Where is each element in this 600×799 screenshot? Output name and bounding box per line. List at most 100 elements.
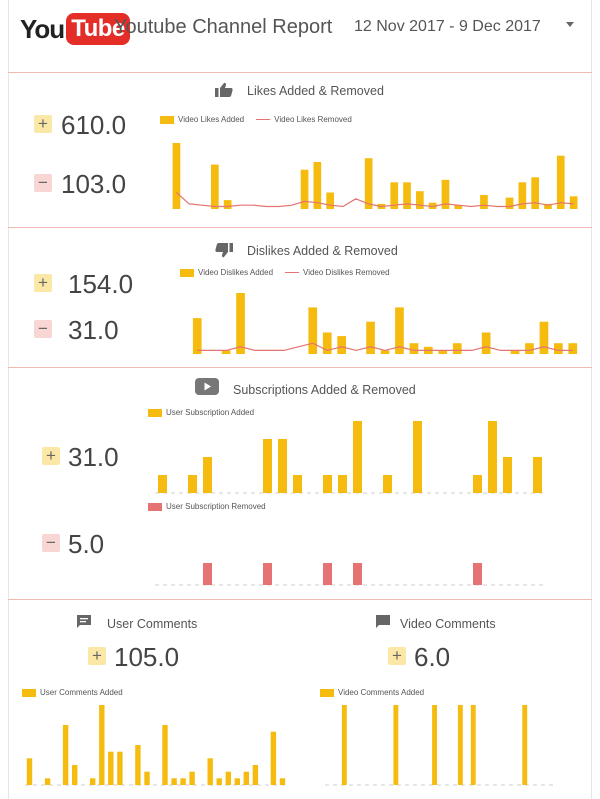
section-divider [8, 367, 592, 368]
report-frame [8, 0, 592, 799]
chevron-down-icon[interactable] [566, 22, 574, 27]
chart-bar [457, 705, 463, 785]
legend-label-removed: Video Dislikes Removed [303, 268, 390, 277]
subscriptions-removed-legend: User Subscription Removed [148, 502, 266, 511]
chart-bar [278, 439, 287, 493]
chart-bar [293, 475, 302, 493]
chart-bar [544, 203, 552, 209]
chart-bar [337, 336, 346, 354]
chart-bar [366, 321, 375, 354]
chart-bar [252, 765, 259, 785]
chart-bar [470, 705, 476, 785]
subscriptions-removed-chart [155, 563, 545, 586]
chart-bar [353, 563, 362, 585]
section-divider [8, 72, 592, 73]
user-comments-title: User Comments [107, 617, 198, 631]
chart-bar [390, 182, 399, 209]
chart-bar [171, 778, 177, 785]
chart-bar [393, 705, 399, 785]
chart-bar [503, 457, 512, 493]
video-comments-chart [325, 705, 557, 786]
chart-bar [172, 143, 181, 209]
dislikes-added-value: 154.0 [68, 269, 134, 299]
chart-bar [225, 771, 231, 785]
plus-badge: + [388, 647, 406, 665]
chart-bar [441, 179, 450, 209]
chart-bar [221, 350, 231, 354]
chart-bar [522, 705, 528, 785]
chart-bar [158, 475, 167, 493]
legend-swatch-added [180, 268, 194, 277]
chart-bar [452, 343, 462, 354]
chart-bar [44, 778, 51, 785]
chart-bar [203, 563, 212, 585]
chart-bar [135, 745, 141, 785]
chart-bar [223, 200, 232, 209]
date-range-selector[interactable]: 12 Nov 2017 - 9 Dec 2017 [354, 18, 541, 35]
chart-bar [188, 475, 197, 493]
legend-swatch-removed [256, 119, 271, 120]
chart-bar [189, 771, 195, 785]
chart-bar [322, 332, 332, 354]
subscriptions-added-chart [155, 421, 545, 494]
chart-bar [279, 778, 286, 785]
chart-bar [539, 321, 549, 354]
legend-swatch-added [22, 688, 36, 697]
subscriptions-added-legend: User Subscription Added [148, 408, 254, 417]
legend-swatch-added [320, 688, 334, 697]
logo-tube-text: Tube [66, 13, 130, 45]
chart-bar [99, 705, 105, 785]
logo-you-text: You [20, 13, 65, 44]
chart-bar [270, 731, 277, 785]
chart-bar [428, 202, 437, 209]
likes-section-title: Likes Added & Removed [247, 84, 384, 98]
section-divider [8, 599, 592, 600]
chart-bar [108, 751, 114, 785]
dislikes-removed-value: 31.0 [68, 315, 119, 345]
legend-swatch-added [160, 115, 174, 124]
chart-bar [481, 332, 491, 354]
chart-bar [364, 158, 373, 209]
chart-bar [323, 475, 332, 493]
plus-badge: + [42, 447, 60, 465]
report-title: Youtube Channel Report [114, 16, 333, 38]
chart-bar [510, 350, 520, 354]
thumbs-up-icon [215, 82, 233, 97]
chart-bar [341, 705, 347, 785]
chart-bar [203, 457, 212, 493]
likes-removed-value: 103.0 [61, 169, 127, 199]
chart-bar [234, 778, 240, 785]
legend-label-removed: User Subscription Removed [166, 502, 266, 511]
chart-bar [243, 771, 249, 785]
chart-bar [144, 771, 150, 785]
chart-bar [207, 758, 213, 785]
user-comments-legend: User Comments Added [22, 688, 123, 697]
chart-bar [162, 725, 168, 785]
chart-bar [416, 191, 424, 209]
dislikes-chart [192, 293, 578, 354]
plus-badge: + [34, 274, 52, 292]
chart-bar [236, 293, 245, 354]
chart-bar [211, 164, 219, 209]
chart-bar [556, 155, 565, 209]
chart-bar [533, 457, 542, 493]
legend-label-added: Video Comments Added [338, 688, 425, 697]
chart-bar [117, 751, 123, 785]
subscriptions-added-value: 31.0 [68, 442, 119, 472]
plus-badge: + [88, 647, 106, 665]
legend-swatch-removed [148, 502, 162, 511]
chart-bar [263, 439, 272, 493]
chart-bar [383, 475, 392, 493]
video-comments-title: Video Comments [400, 617, 496, 631]
likes-chart-legend: Video Likes Added Video Likes Removed [160, 115, 352, 124]
legend-label-added: Video Likes Added [178, 115, 245, 124]
chart-bar [505, 197, 514, 209]
chart-bar [180, 778, 186, 785]
chart-bar [568, 343, 578, 354]
chart-bar [531, 177, 539, 209]
legend-label-added: Video Dislikes Added [198, 268, 274, 277]
chart-bar [338, 475, 347, 493]
chart-bar [473, 475, 482, 493]
chart-bar [432, 705, 437, 785]
chart-series-line [176, 192, 574, 208]
